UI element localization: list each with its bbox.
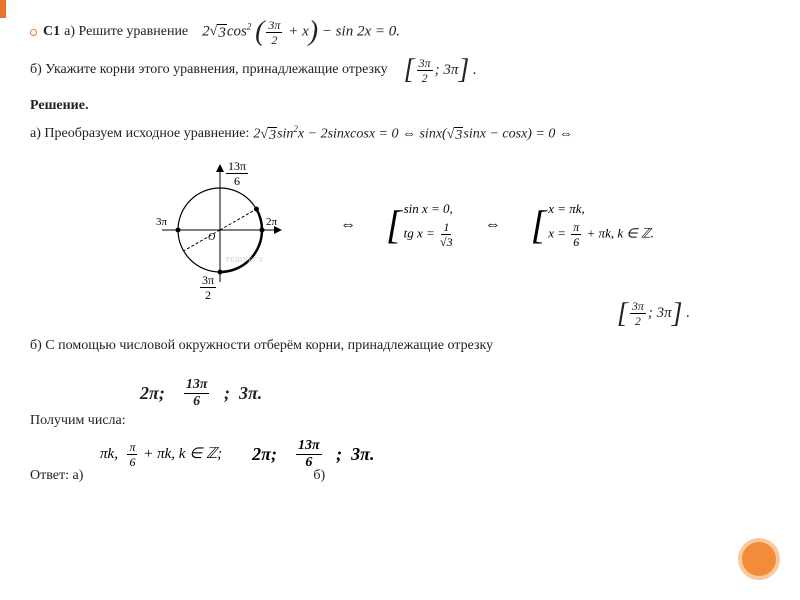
system-right: [ x = πk, x = π6 + πk, k ∈ ℤ. [531,201,654,248]
task-line-a: C1 а) Решите уравнение 2√3cos2 (3π2 + x)… [30,18,770,46]
corner-decoration [738,538,780,580]
unit-circle-diagram: 13π6 3π 2π 3π2 O РЕШУЕГЭ [150,160,290,290]
received-values: 2π; 13π6 ; 3π. [140,378,262,409]
solution-header: Решение. [30,98,770,114]
answer-label-a: Ответ: а) [30,468,83,484]
sys-l-1: sin x = 0, [404,201,455,217]
transform-chain: 2√3sin2x − 2sinxcosx = 0 ⇔ sinx(√3sinx −… [253,124,573,144]
received-label: Получим числа: [30,413,126,429]
part-b-text-2: б) С помощью числовой окружности отберём… [30,338,493,354]
answer-label-b: б) [313,468,325,484]
received-row: 2π; 13π6 ; 3π. [30,378,770,409]
answer-b-vals: 2π; 13π6 ; 3π. [252,439,374,470]
interval-2: [3π2 ; 3π] . [617,300,690,328]
part-b-text: б) Укажите корни этого уравнения, принад… [30,62,388,78]
solution-header-text: Решение. [30,98,88,114]
part-a-prefix: а) Решите уравнение [64,24,188,40]
answer-b: 2π; 13π6 ; 3π. [252,439,374,470]
circle-label-top: 13π6 [224,160,250,187]
task-label: C1 [43,24,60,40]
sys-r-1: x = πk, [548,201,654,217]
answer-labels: Ответ: а) б) [30,468,770,484]
circle-label-origin: O [208,232,215,243]
iff-2: ⇔ [485,216,501,234]
received-label-row: Получим числа: [30,413,770,429]
transform-line: а) Преобразуем исходное уравнение: 2√3si… [30,124,770,144]
transform-prefix: а) Преобразуем исходное уравнение: [30,126,249,142]
accent-bar [0,0,6,18]
mid-row: 13π6 3π 2π 3π2 O РЕШУЕГЭ ⇔ [ sin x = 0, … [80,154,770,296]
interval-1: [3π2 ; 3π] . [404,56,477,84]
iff-1: ⇔ [340,216,356,234]
answer-a-vals: πk, π6 + πk, k ∈ ℤ; [100,441,222,468]
answer-a: πk, π6 + πk, k ∈ ℤ; [30,441,222,468]
task-line-b: б) Укажите корни этого уравнения, принад… [30,56,770,84]
sys-l-2: tg x = 1√3 [404,221,455,248]
circle-label-right: 2π [266,216,277,228]
system-left: [ sin x = 0, tg x = 1√3 [386,201,455,248]
interval-repeat-row: [3π2 ; 3π] . [30,300,770,328]
bullet-icon [30,29,37,36]
answer-row: πk, π6 + πk, k ∈ ℤ; 2π; 13π6 ; 3π. [30,439,770,470]
circle-label-left: 3π [156,216,167,228]
sys-r-2: x = π6 + πk, k ∈ ℤ. [548,221,654,248]
circle-label-bottom: 3π2 [198,274,218,301]
part-b-line: б) С помощью числовой окружности отберём… [30,338,770,354]
main-equation: 2√3cos2 (3π2 + x) − sin 2x = 0. [202,18,400,46]
watermark: РЕШУЕГЭ [226,256,263,264]
